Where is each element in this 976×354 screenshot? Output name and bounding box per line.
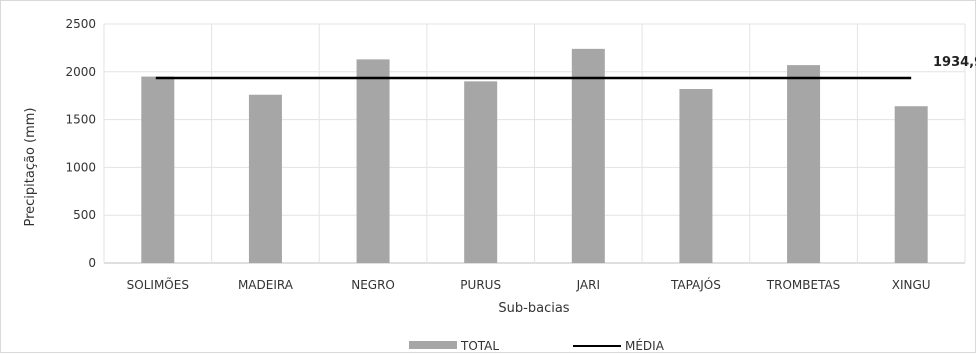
- y-tick-label: 2000: [65, 65, 96, 79]
- x-tick-label: TROMBETAS: [766, 278, 841, 292]
- y-tick-label: 500: [73, 208, 96, 222]
- bar: [894, 106, 928, 263]
- x-tick-label: JARI: [576, 278, 600, 292]
- x-axis-title: Sub-bacias: [498, 301, 569, 316]
- x-tick-label: NEGRO: [351, 278, 395, 292]
- bar: [141, 76, 175, 263]
- y-tick-label: 1500: [65, 113, 96, 127]
- y-tick-label: 1000: [65, 160, 96, 174]
- y-tick-label: 0: [88, 256, 96, 270]
- legend-label-media: MÉDIA: [625, 338, 665, 353]
- bar: [248, 94, 282, 263]
- x-tick-label: MADEIRA: [238, 278, 294, 292]
- bar-layer: [141, 48, 928, 264]
- bar: [464, 81, 498, 263]
- grid-layer: [103, 23, 966, 264]
- bar: [679, 89, 713, 264]
- bar: [356, 59, 390, 263]
- legend-label-total: TOTAL: [460, 339, 499, 353]
- bar: [787, 65, 821, 263]
- x-tick-label: SOLIMÕES: [127, 277, 189, 292]
- y-axis-title: Precipitação (mm): [23, 107, 38, 226]
- y-tick-label: 2500: [65, 17, 96, 31]
- text-layer: Precipitação (mm) Sub-bacias 1934,98 0 50…: [23, 17, 976, 316]
- legend: TOTAL MÉDIA: [409, 338, 665, 353]
- x-tick-label: XINGU: [892, 278, 931, 292]
- x-tick-label: PURUS: [460, 278, 501, 292]
- mean-value-annotation: 1934,98: [933, 55, 976, 70]
- legend-swatch-total: [409, 341, 457, 349]
- x-tick-label: TAPAJÓS: [670, 277, 721, 292]
- bar: [571, 48, 605, 263]
